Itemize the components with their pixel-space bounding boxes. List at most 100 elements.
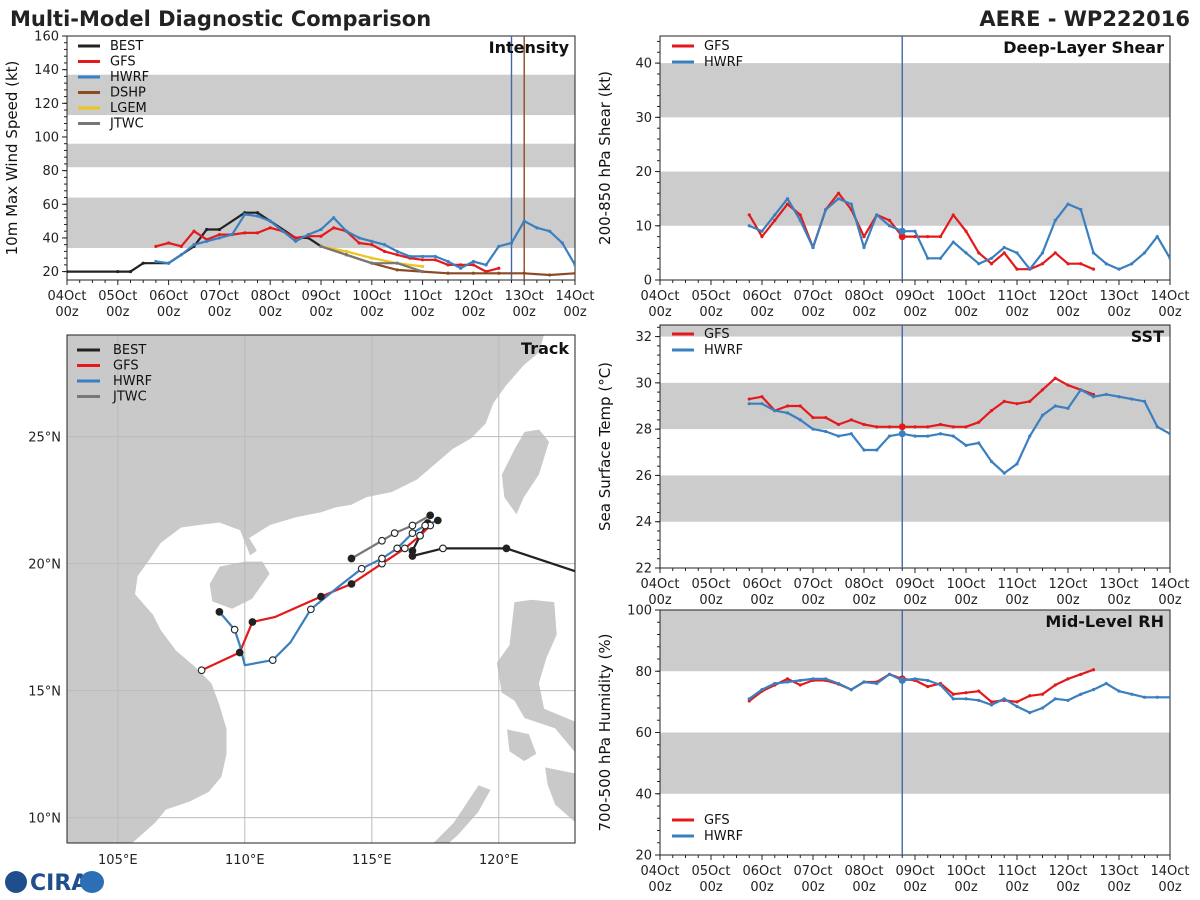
shear-title: Deep-Layer Shear [1003,38,1164,57]
track-lon-label-0: 105°E [98,853,138,868]
track-position-marker-gfs [248,618,257,626]
rh-xtick-sub-3: 00z [801,880,825,895]
sst-point-gfs [747,397,751,401]
intensity-point-dshp [395,268,399,272]
shear-ytick-label-4: 40 [635,57,652,72]
sst-point-hwrf [785,411,790,415]
intensity-xtick-sub-6: 00z [360,305,384,320]
intensity-point-hwrf [522,219,526,223]
rh-point-hwrf [1091,688,1096,692]
shear-panel: 04Oct00z05Oct00z06Oct00z07Oct00z08Oct00z… [596,35,1190,320]
sst-xtick-label-1: 05Oct [691,577,730,592]
track-position-marker-best [408,547,417,555]
rh-ylabel: 700-500 hPa Humidity (%) [596,633,614,831]
rh-point-hwrf [875,681,879,686]
sst-band-0 [660,475,1170,522]
rh-point-gfs [1040,692,1045,696]
sst-xtick-sub-5: 00z [903,593,927,608]
sst-point-hwrf [798,418,802,422]
intensity-point-gfs [459,263,463,267]
intensity-point-best [116,269,120,274]
track-lines-group [197,511,575,675]
track-position-marker-hwrf [433,516,442,525]
sst-xtick-label-0: 04Oct [640,577,679,592]
rh-xtick-label-2: 06Oct [742,864,781,879]
track-position-marker-jtwc [408,521,417,530]
intensity-point-dshp [497,271,501,275]
intensity-point-hwrf [471,259,475,264]
rh-point-hwrf [773,681,777,686]
shear-xtick-label-3: 07Oct [793,289,832,304]
shear-point-hwrf [989,256,994,260]
shear-xtick-sub-3: 00z [801,305,825,320]
shear-band-0 [660,171,1170,226]
intensity-point-hwrf [319,227,323,232]
sst-point-hwrf [1015,462,1019,466]
shear-point-hwrf [1091,251,1096,255]
shear-point-gfs [836,191,841,195]
track-position-marker-jtwc [347,554,356,563]
intensity-ytick-label-5: 120 [34,97,59,112]
intensity-point-best [128,269,133,274]
intensity-band-1 [67,143,575,168]
intensity-point-gfs [471,263,475,267]
intensity-point-hwrf [408,254,412,259]
sst-point-gfs [951,425,955,429]
intensity-point-hwrf [255,214,260,218]
shear-xtick-sub-8: 00z [1056,305,1080,320]
sst-xtick-sub-9: 00z [1107,593,1131,608]
intensity-point-jtwc [370,261,374,265]
rh-point-hwrf [1015,704,1019,709]
shear-series-hwrf [748,197,1170,271]
rh-point-gfs [1066,677,1070,681]
sst-init-marker-gfs [898,423,906,431]
shear-point-gfs [862,235,866,239]
intensity-ytick-label-2: 60 [42,198,59,213]
track-position-marker-hwrf [215,608,224,616]
intensity-point-hwrf [560,241,564,245]
sst-legend-label-gfs: GFS [704,327,730,342]
taiwan-island [500,428,551,517]
track-title: Track [521,339,569,358]
intensity-point-hwrf [433,254,437,259]
mainland-landmass [67,335,546,843]
rh-point-gfs [1091,668,1096,672]
rh-xtick-sub-8: 00z [1056,880,1080,895]
intensity-xtick-label-1: 05Oct [98,289,137,304]
rh-xtick-sub-5: 00z [903,880,927,895]
track-gfs [201,524,431,672]
intensity-point-gfs [446,263,450,267]
intensity-point-dshp [573,271,575,275]
intensity-legend-label-lgem: LGEM [110,101,147,116]
rh-xtick-label-1: 05Oct [691,864,730,879]
intensity-point-dshp [548,273,552,277]
intensity-point-dshp [446,271,450,275]
intensity-point-gfs [154,244,158,248]
shear-xtick-label-7: 11Oct [997,289,1036,304]
intensity-point-hwrf [281,229,285,233]
intensity-xtick-label-8: 12Oct [454,289,493,304]
sst-point-hwrf [824,429,828,434]
shear-point-gfs [951,213,955,217]
intensity-point-hwrf [497,244,501,248]
track-position-marker-gfs [416,531,424,540]
rh-point-hwrf [1104,681,1108,686]
shear-point-hwrf [951,240,955,244]
intensity-point-hwrf [382,243,387,247]
shear-point-hwrf [760,229,764,233]
intensity-point-best [205,227,209,232]
intensity-xtick-sub-10: 00z [563,305,587,320]
sst-point-gfs [938,422,943,427]
sst-xtick-sub-8: 00z [1056,593,1080,608]
intensity-point-gfs [217,232,221,237]
intensity-point-gfs [179,244,183,248]
rh-xtick-label-8: 12Oct [1048,864,1087,879]
intensity-point-hwrf [446,259,450,264]
intensity-point-hwrf [344,229,348,233]
intensity-series-group [67,211,575,277]
intensity-point-lgem [344,249,348,253]
rh-point-gfs [1053,683,1057,687]
intensity-point-gfs [497,266,501,270]
sst-xtick-label-4: 08Oct [844,577,883,592]
rh-point-hwrf [1079,692,1083,696]
